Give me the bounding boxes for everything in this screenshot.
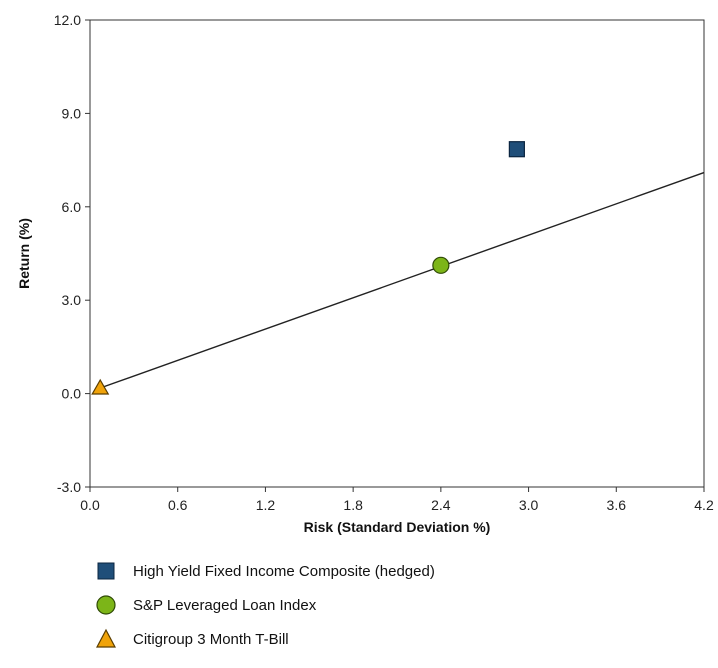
legend: High Yield Fixed Income Composite (hedge… [95,560,435,662]
point-leveraged-loan [432,256,450,274]
y-axis-title: Return (%) [16,218,32,289]
x-tick-label: 2.4 [431,497,451,513]
data-points [91,141,525,395]
capital-market-line [99,171,705,389]
x-tick-label: 3.0 [519,497,539,513]
legend-label: High Yield Fixed Income Composite (hedge… [133,562,435,580]
x-axis-title: Risk (Standard Deviation %) [304,519,491,535]
x-tick-label: 1.2 [256,497,276,513]
x-tick-label: 3.6 [607,497,627,513]
point-tbill [91,378,110,395]
y-tick-label: 9.0 [62,105,82,121]
x-axis: 0.0 0.6 1.2 1.8 2.4 3.0 3.6 4.2 [80,487,714,513]
circle-marker-icon [95,594,117,616]
y-axis: -3.0 0.0 3.0 6.0 9.0 12.0 [54,12,90,495]
plot-area [89,19,705,488]
y-tick-label: 6.0 [62,199,82,215]
legend-label: Citigroup 3 Month T-Bill [133,630,289,648]
legend-item-tbill: Citigroup 3 Month T-Bill [95,628,435,650]
x-tick-label: 0.6 [168,497,188,513]
y-tick-label: 12.0 [54,12,81,28]
legend-item-leveraged-loan: S&P Leveraged Loan Index [95,594,435,616]
x-tick-label: 0.0 [80,497,100,513]
triangle-marker-icon [95,628,117,650]
y-tick-label: 0.0 [62,386,82,402]
x-tick-label: 1.8 [343,497,363,513]
y-tick-label: 3.0 [62,292,82,308]
x-tick-label: 4.2 [694,497,714,513]
point-high-yield [508,141,525,158]
legend-label: S&P Leveraged Loan Index [133,596,317,614]
y-tick-label: -3.0 [57,479,81,495]
chart-svg: -3.0 0.0 3.0 6.0 9.0 12.0 0.0 0.6 1.2 1.8 2.4 3.0 3… [16,12,714,535]
legend-item-high-yield: High Yield Fixed Income Composite (hedge… [95,560,435,582]
square-marker-icon [95,560,117,582]
